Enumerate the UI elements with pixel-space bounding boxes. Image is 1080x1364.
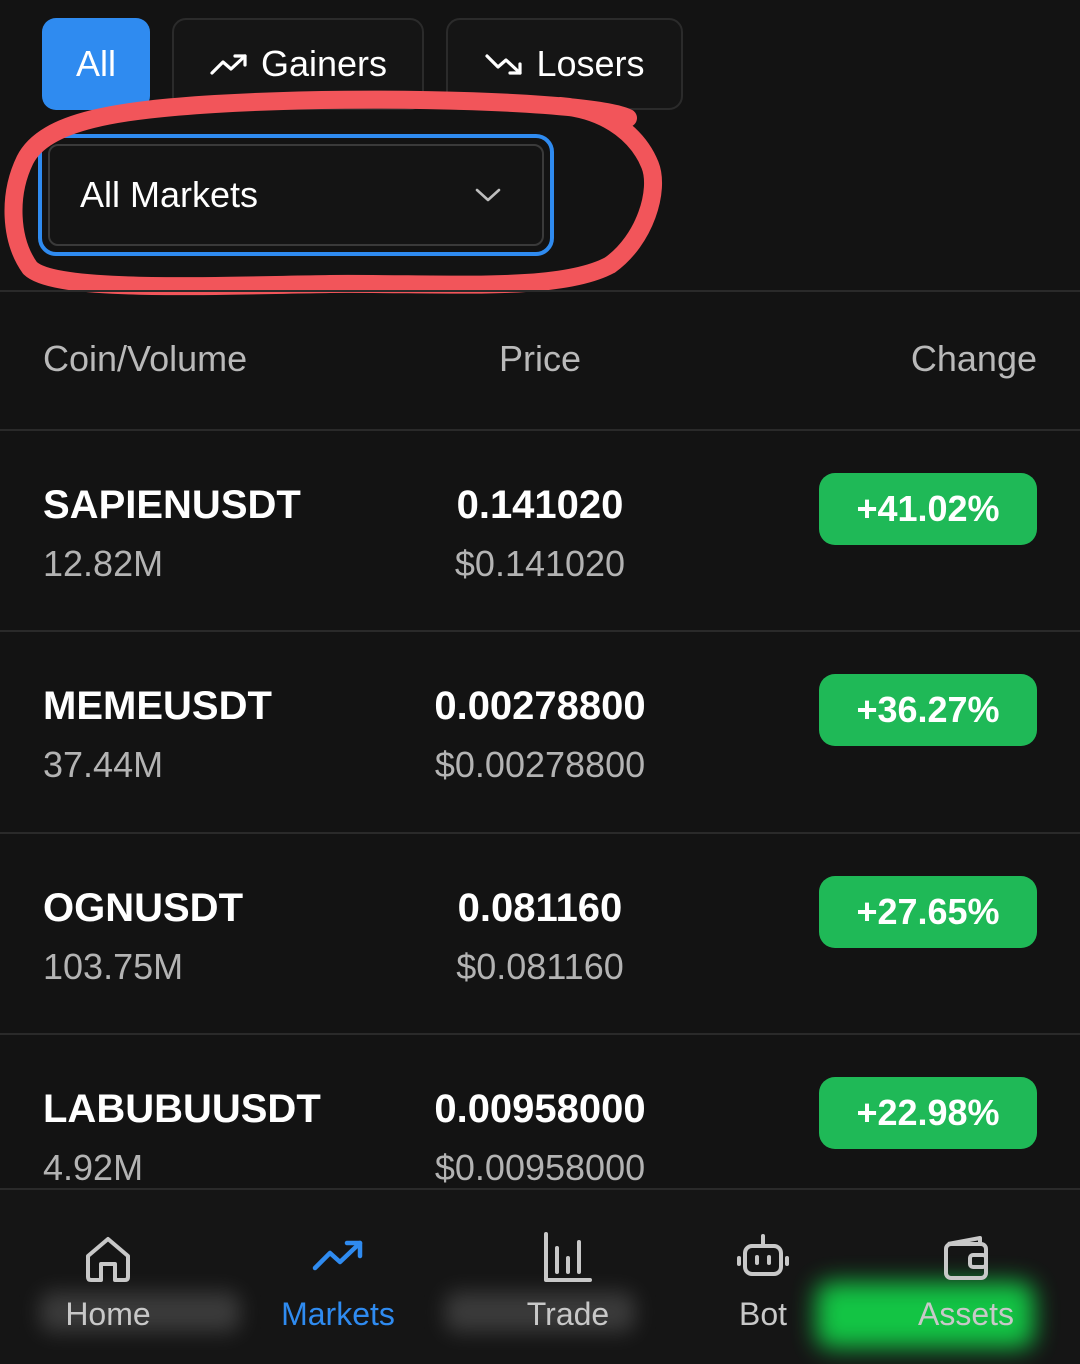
- coin-price-usd: $0.141020: [454, 543, 626, 584]
- market-row[interactable]: MEMEUSDT 37.44M 0.00278800 $0.00278800 +…: [0, 632, 1080, 832]
- coin-price-usd: $0.00958000: [434, 1147, 646, 1188]
- coin-price: 0.00958000: [434, 1087, 646, 1131]
- change-badge: +22.98%: [819, 1077, 1037, 1149]
- divider: [0, 290, 1080, 292]
- divider: [0, 429, 1080, 431]
- bottom-nav: Home Markets Trade: [0, 1188, 1080, 1364]
- column-header-price[interactable]: Price: [498, 338, 582, 379]
- nav-markets-label: Markets: [281, 1296, 395, 1332]
- market-select[interactable]: All Markets: [38, 134, 554, 256]
- filter-tab-gainers[interactable]: Gainers: [172, 18, 424, 110]
- coin-volume: 103.75M: [43, 946, 184, 987]
- market-row[interactable]: LABUBUUSDT 4.92M 0.00958000 $0.00958000 …: [0, 1035, 1080, 1235]
- change-badge: +41.02%: [819, 473, 1037, 545]
- privacy-blur: [816, 1282, 1034, 1348]
- coin-price: 0.00278800: [434, 684, 646, 728]
- nav-home-label: Home: [65, 1296, 151, 1332]
- coin-symbol: SAPIENUSDT: [43, 483, 301, 527]
- coin-volume: 12.82M: [43, 543, 164, 584]
- trending-up-icon: [312, 1240, 363, 1271]
- nav-home[interactable]: Home: [8, 1190, 208, 1364]
- market-select-field[interactable]: All Markets: [48, 144, 544, 246]
- privacy-blur: [445, 1292, 635, 1332]
- market-row[interactable]: OGNUSDT 103.75M 0.081160 $0.081160 +27.6…: [0, 834, 1080, 1034]
- chevron-down-icon: [475, 188, 501, 202]
- market-row[interactable]: SAPIENUSDT 12.82M 0.141020 $0.141020 +41…: [0, 431, 1080, 631]
- nav-bot-label: Bot: [738, 1296, 788, 1332]
- change-badge: +27.65%: [819, 876, 1037, 948]
- filter-tab-losers[interactable]: Losers: [446, 18, 683, 110]
- column-header-coin[interactable]: Coin/Volume: [43, 338, 248, 379]
- nav-assets[interactable]: Assets: [866, 1190, 1066, 1364]
- divider: [0, 1033, 1080, 1035]
- coin-volume: 37.44M: [43, 744, 164, 785]
- home-icon: [86, 1237, 130, 1282]
- nav-trade-label: Trade: [526, 1296, 610, 1332]
- coin-symbol: LABUBUUSDT: [43, 1087, 321, 1131]
- nav-trade[interactable]: Trade: [468, 1190, 668, 1364]
- trending-down-icon: [485, 54, 523, 75]
- privacy-blur: [40, 1292, 240, 1332]
- wallet-icon: [944, 1236, 988, 1280]
- nav-markets[interactable]: Markets: [238, 1190, 438, 1364]
- coin-price: 0.141020: [456, 483, 624, 527]
- divider: [0, 630, 1080, 632]
- filter-tab-losers-label: Losers: [536, 43, 645, 84]
- coin-symbol: MEMEUSDT: [43, 684, 272, 728]
- filter-tab-all[interactable]: All: [42, 18, 150, 110]
- coin-volume: 4.92M: [43, 1147, 144, 1188]
- coin-price-usd: $0.00278800: [434, 744, 646, 785]
- filter-tab-all-label: All: [75, 43, 116, 84]
- coin-symbol: OGNUSDT: [43, 886, 243, 930]
- nav-assets-label: Assets: [917, 1296, 1015, 1332]
- filter-tab-gainers-label: Gainers: [260, 43, 388, 84]
- column-header-change[interactable]: Change: [910, 338, 1037, 379]
- trending-up-icon: [210, 54, 247, 75]
- coin-price-usd: $0.081160: [456, 946, 624, 987]
- market-select-value: All Markets: [80, 174, 259, 215]
- robot-icon: [737, 1234, 789, 1276]
- bar-chart-icon: [544, 1232, 592, 1282]
- change-badge: +36.27%: [819, 674, 1037, 746]
- nav-bot[interactable]: Bot: [663, 1190, 863, 1364]
- divider: [0, 832, 1080, 834]
- coin-price: 0.081160: [457, 886, 623, 930]
